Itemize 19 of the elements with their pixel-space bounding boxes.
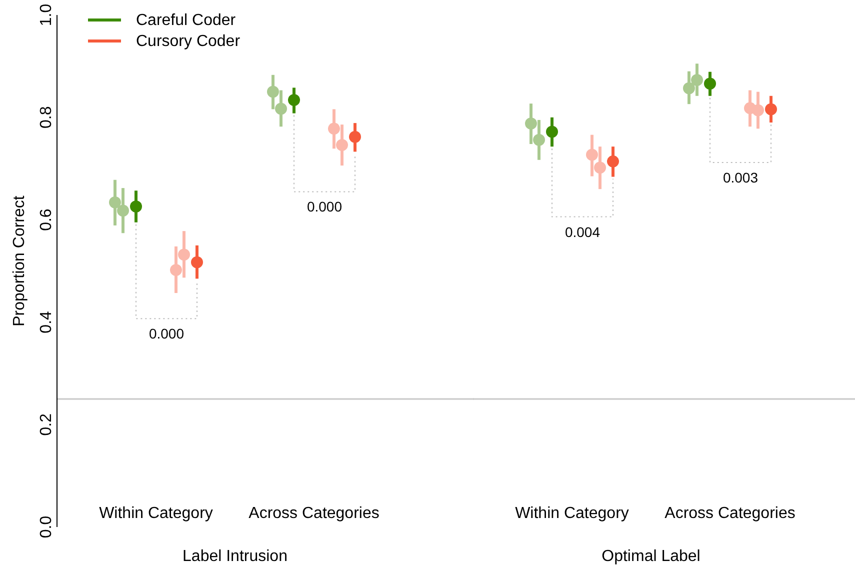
x-tick-label: Within Category <box>515 505 629 522</box>
y-tick-label: 0.8 <box>38 106 55 129</box>
y-tick-label: 0.6 <box>38 208 55 231</box>
legend-label: Cursory Coder <box>136 33 241 50</box>
y-axis-title: Proportion Correct <box>11 195 28 326</box>
x-tick-label: Across Categories <box>248 505 380 522</box>
y-tick-label: 1.0 <box>38 4 55 26</box>
x-axis-title: Label Intrusion <box>182 548 288 565</box>
annotation: 0.003 <box>722 170 758 186</box>
x-tick-label: Within Category <box>99 505 213 522</box>
y-tick-label: 0.2 <box>38 413 55 436</box>
x-tick-label: Across Categories <box>664 505 796 522</box>
y-tick-label: 0.0 <box>38 516 55 538</box>
annotation: 0.000 <box>306 198 342 215</box>
y-tick-label: 0.4 <box>38 310 55 334</box>
legend-label: Careful Coder <box>136 12 236 29</box>
annotation: 0.000 <box>148 326 184 342</box>
x-axis-title: Optimal Label <box>602 548 700 565</box>
annotation: 0.004 <box>564 224 600 240</box>
